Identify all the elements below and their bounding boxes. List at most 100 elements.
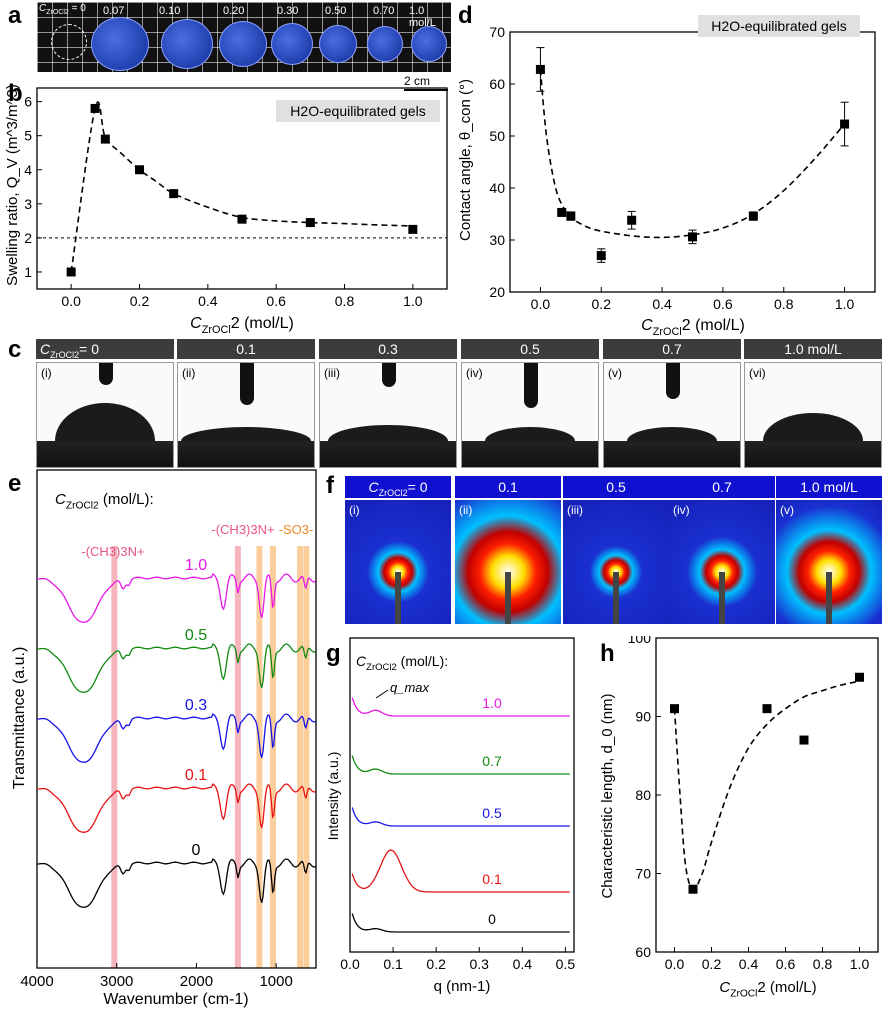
y-tick-label: 4 xyxy=(24,162,32,178)
plot-frame xyxy=(36,87,448,290)
series-label: 0.1 xyxy=(185,767,207,784)
roman-label: (ii) xyxy=(182,366,196,380)
y-tick-label: 3 xyxy=(24,196,32,212)
ftir-spectrum xyxy=(36,858,316,908)
x-tick-label: 1.0 xyxy=(835,296,855,312)
y-tick-label: 6 xyxy=(24,94,32,110)
roman-label: (i) xyxy=(349,503,360,517)
saxs-pattern: (v) xyxy=(776,500,882,624)
saxs-pattern: (iv) xyxy=(669,500,775,624)
data-point xyxy=(627,215,637,225)
plot-frame xyxy=(349,637,575,953)
data-point xyxy=(748,211,758,221)
y-axis-label: Contact angle, θ_con (°) xyxy=(457,79,474,241)
saxs-header: 0.5 xyxy=(563,476,669,498)
saxs-header: 0.7 xyxy=(669,476,775,498)
panel-label-h: h xyxy=(600,640,615,667)
orange-band xyxy=(256,546,263,968)
droplet-photo: (i) xyxy=(36,362,174,468)
water-droplet xyxy=(627,427,717,441)
y-tick-label: 70 xyxy=(489,24,505,40)
contact-angle-chart: 0.0 0.2 0.4 0.6 0.8 1.0 20 30 40 50 60 70 H2O-equili… xyxy=(457,15,876,338)
roman-label: (i) xyxy=(41,366,52,380)
series-header: CZrOCl2 (mol/L): xyxy=(356,653,448,673)
contact-angle-header: 1.0 mol/L xyxy=(744,339,882,359)
y-tick-label: 1 xyxy=(24,264,32,280)
y-tick-label: 100 xyxy=(628,636,652,646)
orange-band xyxy=(303,546,310,968)
data-point xyxy=(596,251,606,261)
x-tick-label: 0.1 xyxy=(383,956,403,972)
x-axis-label: CZrOCl2 (mol/L) xyxy=(190,315,294,336)
band-label: -(CH3)3N+ xyxy=(81,544,144,559)
x-tick-label: 3000 xyxy=(100,973,133,990)
ftir-spectrum xyxy=(36,783,316,833)
swelling-ratio-chart: 0.0 0.2 0.4 0.6 0.8 1.0 1 2 3 4 5 6 H2O-equilibrated… xyxy=(4,84,448,336)
roman-label: (v) xyxy=(608,366,622,380)
gel-disk xyxy=(367,26,403,62)
x-axis-label: CZrOCl2 (mol/L) xyxy=(719,979,816,1000)
band-label: -SO3- xyxy=(279,522,314,537)
y-tick-label: 40 xyxy=(489,180,505,196)
conc-label: 0.07 xyxy=(103,5,125,17)
gel-outline-zero xyxy=(51,24,87,60)
panel-label-c: c xyxy=(8,336,22,363)
y-tick-label: 50 xyxy=(489,128,505,144)
gel-substrate xyxy=(37,441,173,467)
data-point xyxy=(688,232,697,242)
data-point xyxy=(566,211,576,221)
panel-label-g: g xyxy=(326,640,341,667)
droplet-photo: (vi) xyxy=(744,362,882,468)
characteristic-length-chart: 0.0 0.2 0.4 0.6 0.8 1.0 60 70 80 90 100 CZrOCl2 (mo… xyxy=(599,636,879,1000)
gel-disk xyxy=(219,21,267,67)
beam-stop xyxy=(505,571,511,624)
y-tick-label: 30 xyxy=(489,232,505,248)
data-point xyxy=(762,704,772,714)
syringe-needle xyxy=(524,363,538,408)
series-label: 0 xyxy=(488,911,496,927)
x-tick-label: 0.4 xyxy=(513,956,533,972)
data-point xyxy=(169,189,179,199)
x-axis-label: q (nm-1) xyxy=(434,978,491,995)
roman-label: (vi) xyxy=(749,366,766,380)
panel-label-d: d xyxy=(458,2,473,29)
saxs-profile xyxy=(351,849,570,893)
conc-label: 0.30 xyxy=(277,5,299,17)
saxs-header: CZrOCl2= 0 xyxy=(345,476,451,498)
saxs-profile-chart: 0.0 0.1 0.2 0.3 0.4 0.5 1.0 0.7 0.5 0.1 0 CZrOCl2 (… xyxy=(325,637,575,995)
annotation-text: H2O-equilibrated gels xyxy=(711,18,846,34)
droplet-photo: (iv) xyxy=(461,362,599,468)
ftir-spectrum xyxy=(36,573,316,623)
x-tick-label: 0.2 xyxy=(592,296,612,312)
pink-band xyxy=(111,546,118,968)
data-point xyxy=(855,672,864,682)
x-tick-label: 0.6 xyxy=(713,296,733,312)
annotation-text: H2O-equilibrated gels xyxy=(290,103,425,119)
x-tick-label: 0.2 xyxy=(702,956,722,972)
y-tick-label: 60 xyxy=(489,76,505,92)
conc-label: 0.20 xyxy=(223,5,245,17)
y-tick-label: 90 xyxy=(635,709,651,725)
water-droplet xyxy=(181,427,311,441)
x-tick-label: 0.0 xyxy=(340,956,360,972)
series-label: 0.5 xyxy=(482,805,502,821)
conc-label: 0.10 xyxy=(159,5,181,17)
x-tick-label: 0.3 xyxy=(469,956,489,972)
x-tick-label: 0.4 xyxy=(198,293,218,309)
y-axis-label: Transmittance (a.u.) xyxy=(11,647,28,790)
saxs-profile xyxy=(351,755,570,775)
contact-angle-header: 0.3 xyxy=(319,339,457,359)
contact-angle-header: 0.7 xyxy=(603,339,741,359)
gel-disk xyxy=(411,26,447,62)
data-point xyxy=(237,214,247,224)
x-tick-label: 0.4 xyxy=(652,296,672,312)
roman-label: (iii) xyxy=(324,366,340,380)
water-droplet xyxy=(55,403,155,441)
saxs-pattern: (ii) xyxy=(455,500,561,624)
saxs-profile xyxy=(351,913,570,933)
gel-substrate xyxy=(462,441,598,467)
x-tick-label: 0.6 xyxy=(266,293,286,309)
conc-label: 0.70 xyxy=(373,5,395,17)
x-axis-label: CZrOCl2 (mol/L) xyxy=(641,317,745,338)
y-tick-label: 5 xyxy=(24,128,32,144)
